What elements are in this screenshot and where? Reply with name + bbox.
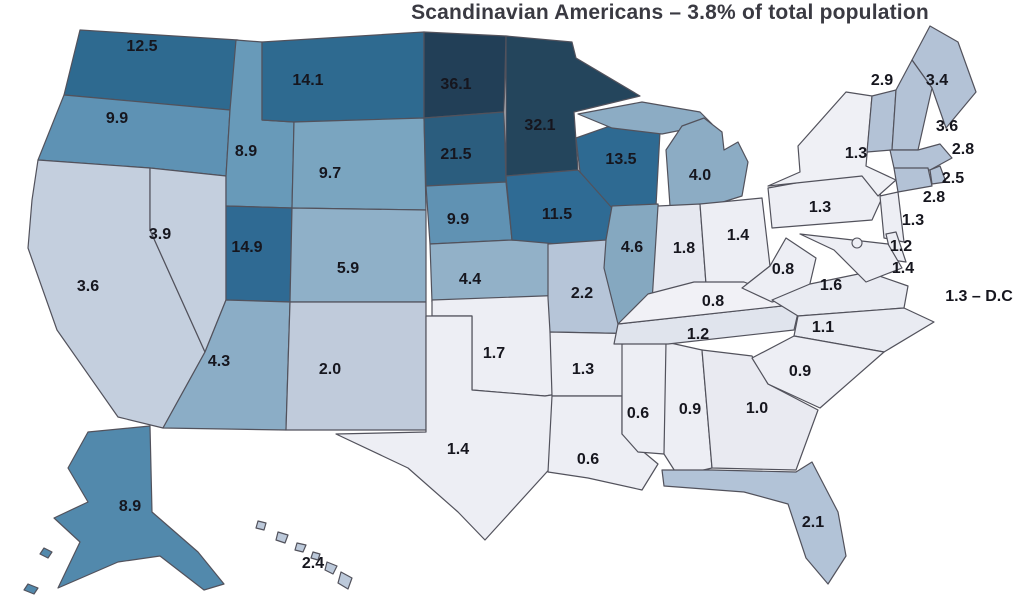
state-hi: Hawaii — [310, 551, 321, 561]
state-value-label-co: 5.9 — [337, 260, 359, 277]
state-value-label-me: 3.4 — [926, 72, 948, 89]
state-value-label-ca: 3.6 — [77, 278, 99, 295]
dc-value-label: 1.3 – D.C — [945, 288, 1013, 305]
state-value-label-ct: 2.8 — [923, 189, 945, 206]
state-ri: Rhode Island — [929, 165, 947, 185]
state-value-label-va: 1.6 — [820, 277, 842, 294]
state-value-label-mi: 4.0 — [689, 167, 711, 184]
state-value-label-tx: 1.4 — [447, 441, 469, 458]
state-value-label-ak: 8.9 — [119, 498, 141, 515]
state-value-label-tn: 1.2 — [687, 326, 709, 343]
state-wv: West Virginia — [741, 237, 817, 303]
state-mi: Michigan — [665, 117, 749, 209]
state-value-label-oh: 1.4 — [727, 227, 749, 244]
state-value-label-la: 0.6 — [577, 451, 599, 468]
state-value-label-sd: 21.5 — [440, 146, 471, 163]
state-nd: North Dakota — [423, 31, 507, 119]
state-value-label-de: 1.2 — [890, 238, 912, 255]
state-value-label-or: 9.9 — [106, 110, 128, 127]
state-value-label-wv: 0.8 — [772, 261, 794, 278]
state-value-label-ky: 0.8 — [702, 293, 724, 310]
state-value-label-ne: 9.9 — [447, 211, 469, 228]
state-value-label-vt: 2.9 — [871, 72, 893, 89]
state-value-label-wi: 13.5 — [605, 151, 636, 168]
state-value-label-mn: 32.1 — [524, 117, 555, 134]
state-value-label-nv: 3.9 — [149, 226, 171, 243]
state-value-label-ma: 2.8 — [952, 141, 974, 158]
state-hi: Hawaii — [275, 531, 289, 544]
state-value-label-md: 1.4 — [892, 260, 914, 277]
state-value-label-pa: 1.3 — [809, 199, 831, 216]
state-tn: Tennessee — [613, 303, 801, 345]
state-value-label-wa: 12.5 — [126, 38, 157, 55]
state-nm: New Mexico — [285, 301, 427, 431]
state-value-label-nd: 36.1 — [440, 76, 471, 93]
state-sc: South Carolina — [751, 335, 885, 409]
state-az: Arizona — [162, 299, 291, 431]
state-value-label-nj: 1.3 — [902, 212, 924, 229]
state-value-label-id: 8.9 — [235, 143, 257, 160]
state-ks: Kansas — [429, 239, 551, 303]
state-value-label-al: 0.9 — [679, 401, 701, 418]
state-value-label-ut: 14.9 — [231, 239, 262, 256]
state-value-label-nm: 2.0 — [319, 361, 341, 378]
state-ak: Alaska — [53, 425, 225, 591]
state-value-label-ny: 1.3 — [845, 145, 867, 162]
state-hi: Hawaii — [324, 561, 338, 575]
state-value-label-ok: 1.7 — [483, 345, 505, 362]
state-ga: Georgia — [701, 349, 819, 471]
state-co: Colorado — [289, 207, 427, 303]
state-value-label-mo: 2.2 — [571, 285, 593, 302]
state-value-label-nh: 3.6 — [936, 118, 958, 135]
state-ak: Alaska — [39, 547, 53, 559]
state-nc: North Carolina — [793, 307, 935, 353]
state-fl: Florida — [661, 461, 847, 585]
state-value-label-az: 4.3 — [208, 353, 230, 370]
state-value-label-ar: 1.3 — [572, 361, 594, 378]
state-value-label-ks: 4.4 — [459, 271, 481, 288]
state-value-label-ms: 0.6 — [627, 405, 649, 422]
state-vt: Vermont — [866, 89, 897, 153]
state-value-label-fl: 2.1 — [802, 514, 824, 531]
state-value-label-ga: 1.0 — [746, 400, 768, 417]
state-mt: Montana — [261, 31, 425, 123]
state-hi: Hawaii — [255, 520, 267, 531]
state-ak: Alaska — [23, 583, 39, 595]
map-title: Scandinavian Americans – 3.8% of total p… — [411, 1, 929, 24]
state-value-label-ia: 11.5 — [542, 206, 572, 223]
state-md: Maryland — [799, 233, 903, 283]
state-value-label-wy: 9.7 — [319, 165, 341, 182]
state-hi: Hawaii — [294, 542, 307, 553]
state-wy: Wyoming — [291, 117, 427, 211]
state-value-label-il: 4.6 — [621, 239, 643, 256]
state-ct: Connecticut — [893, 167, 933, 193]
state-value-label-hi: 2.4 — [302, 555, 324, 572]
state-value-label-in: 1.8 — [673, 240, 695, 257]
state-value-label-sc: 0.9 — [789, 363, 811, 380]
dc-marker — [851, 237, 863, 249]
state-value-label-mt: 14.1 — [292, 72, 323, 89]
state-value-label-ri: 2.5 — [942, 170, 964, 187]
state-ms: Mississippi — [621, 341, 669, 455]
state-nh: New Hampshire — [891, 59, 933, 151]
state-nj: New Jersey — [879, 191, 905, 243]
state-value-label-nc: 1.1 — [812, 319, 834, 336]
state-hi: Hawaii — [337, 571, 353, 590]
